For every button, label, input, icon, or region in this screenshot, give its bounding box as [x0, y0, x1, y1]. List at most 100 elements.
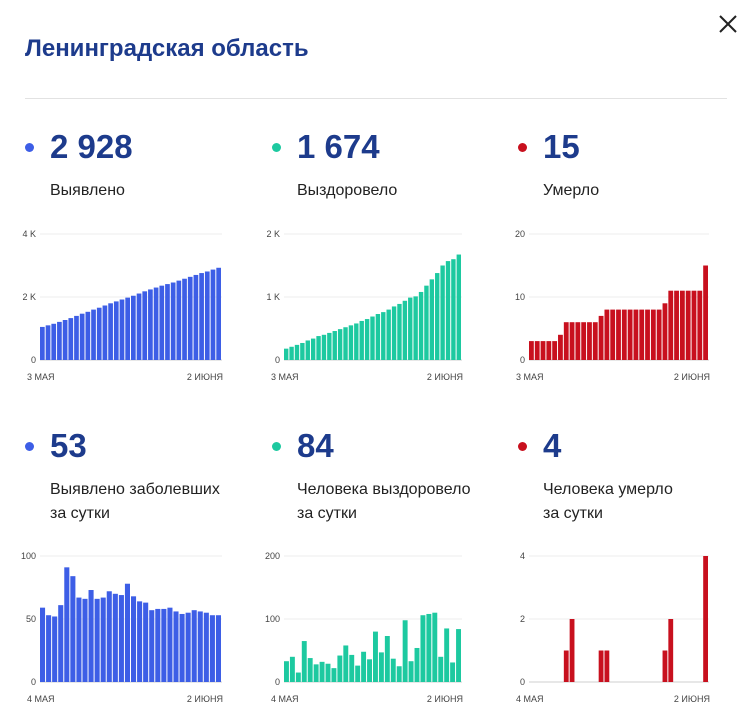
bar [444, 628, 450, 682]
stat-value: 2 928 [50, 128, 133, 165]
cases-dot-icon [25, 143, 34, 152]
y-tick-label: 4 K [22, 229, 36, 239]
recovered-dot-icon [272, 143, 281, 152]
bar [402, 620, 408, 682]
bar [102, 305, 108, 360]
bar [159, 285, 165, 360]
bar [191, 610, 197, 682]
y-tick-label: 100 [265, 614, 280, 624]
bar [91, 309, 96, 360]
y-tick-label: 0 [31, 355, 36, 365]
bar [639, 309, 645, 360]
bar [697, 290, 703, 360]
bar [300, 342, 305, 360]
bar [381, 312, 386, 360]
bar [604, 309, 610, 360]
bar [327, 332, 332, 360]
y-tick-label: 4 [520, 551, 525, 561]
bar [305, 340, 310, 360]
bar [662, 650, 668, 682]
chart-cases-daily: 0 50 100 4 МАЯ 2 ИЮНЯ [21, 551, 223, 704]
bar [598, 315, 604, 360]
bar [413, 296, 418, 360]
bar [125, 297, 130, 360]
x-tick-label-start: 3 МАЯ [516, 372, 544, 382]
bar [540, 341, 546, 360]
bar [316, 336, 321, 360]
bar [57, 321, 62, 360]
bar [210, 269, 216, 360]
stat-value: 1 674 [297, 128, 380, 165]
bar [197, 611, 203, 682]
bar [386, 309, 391, 360]
bar [456, 254, 461, 360]
bar [331, 668, 337, 682]
x-tick-label-end: 2 ИЮНЯ [427, 694, 463, 704]
bar [440, 265, 445, 360]
bar [215, 615, 221, 682]
bar [136, 293, 142, 360]
close-icon [719, 15, 737, 33]
bar [668, 290, 674, 360]
bar [391, 306, 397, 360]
bar [703, 556, 708, 682]
recovered-dot-icon [272, 442, 281, 451]
stat-label: Человека умерло за сутки [543, 481, 673, 522]
x-tick-label-end: 2 ИЮНЯ [674, 694, 710, 704]
bar [456, 629, 461, 682]
bar [148, 289, 153, 360]
bar [142, 291, 148, 360]
bar [408, 297, 413, 360]
y-tick-label: 100 [21, 551, 36, 561]
bar [82, 598, 88, 682]
bar [88, 590, 94, 682]
bar [402, 300, 408, 360]
bar [185, 612, 191, 682]
bar [445, 261, 451, 360]
stat-label: Человека выздоровело за сутки [297, 481, 471, 522]
bar [408, 661, 414, 682]
bar [674, 290, 679, 360]
x-tick-label-end: 2 ИЮНЯ [187, 372, 223, 382]
bar [662, 303, 668, 360]
bar [414, 647, 420, 682]
bar [426, 613, 432, 682]
bar [137, 601, 143, 682]
bar [79, 313, 85, 360]
bar [668, 619, 674, 682]
deaths-dot-icon [518, 143, 527, 152]
bar [420, 615, 426, 682]
bar [294, 344, 300, 360]
bar [529, 341, 534, 360]
x-tick-label-start: 4 МАЯ [27, 694, 55, 704]
bar [58, 605, 64, 682]
bar [355, 665, 361, 682]
bar [167, 607, 173, 682]
x-tick-label-end: 2 ИЮНЯ [427, 372, 463, 382]
y-tick-label: 2 K [22, 292, 36, 302]
bar [149, 610, 155, 682]
bar [182, 278, 187, 360]
y-tick-label: 2 K [266, 229, 280, 239]
bar [108, 303, 113, 360]
bar [621, 309, 627, 360]
bar [40, 326, 45, 360]
bar [131, 596, 137, 682]
bar [361, 651, 367, 682]
bar [348, 325, 354, 360]
bar [343, 645, 349, 682]
header-divider [25, 98, 727, 99]
bar [563, 650, 569, 682]
bar [76, 597, 82, 682]
chart-deaths-total: 0 10 20 3 МАЯ 2 ИЮНЯ [515, 229, 710, 382]
bar [209, 615, 215, 682]
bar [378, 652, 384, 682]
bar [337, 655, 343, 682]
bar [113, 301, 119, 360]
y-tick-label: 0 [520, 355, 525, 365]
bar [143, 602, 149, 682]
y-tick-label: 50 [26, 614, 36, 624]
stat-value: 4 [543, 427, 562, 464]
close-button[interactable] [717, 13, 739, 35]
bar [131, 295, 136, 360]
